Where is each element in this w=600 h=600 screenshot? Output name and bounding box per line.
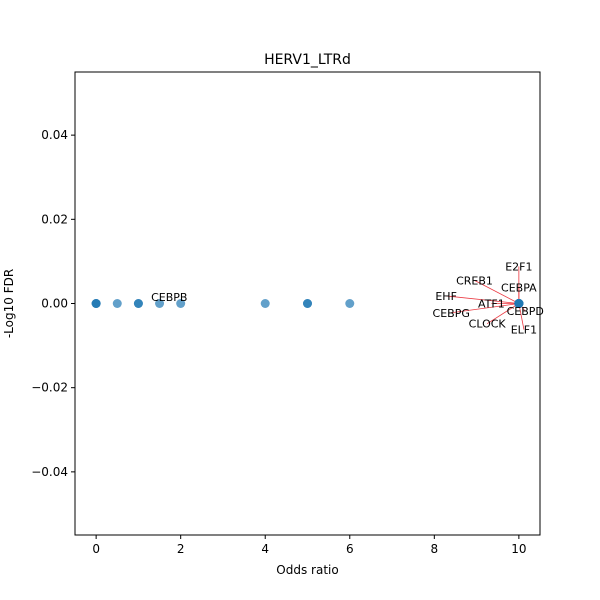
annotation-label: E2F1 [505,260,532,273]
y-axis: −0.04 −0.02 0.00 0.02 0.04 [31,128,75,479]
data-point [345,299,355,308]
x-tick-label: 0 [92,542,100,556]
annotation-label: CREB1 [456,274,493,287]
x-axis-label: Odds ratio [276,563,338,577]
data-point [176,299,186,308]
y-tick-label: 0.04 [41,128,68,142]
data-point [91,299,101,308]
annotation-label: CEBPD [507,305,544,318]
data-points [91,299,524,308]
data-point [260,299,270,308]
data-point [303,299,312,308]
data-point [155,299,165,308]
x-axis: 0 2 4 6 8 10 [92,535,527,556]
annotation-label: CEBPA [501,282,537,295]
annotation-label: ATF1 [478,298,505,311]
chart-title: HERV1_LTRd [264,52,351,68]
annotation-lines [446,266,526,330]
x-tick-label: 6 [346,542,354,556]
y-axis-label: -Log10 FDR [2,269,16,338]
annotation-label: EHF [435,290,457,303]
x-tick-label: 8 [430,542,438,556]
annotation-line [451,303,519,314]
annotation-line [474,279,520,304]
y-tick-label: −0.02 [31,381,68,395]
annotation-labels: CEBPB E2F1 CREB1 CEBPA EHF ATF1 CEBPG CEBPDCLOC… [151,260,544,336]
annotation-label: CLOCK [469,318,507,331]
data-point [133,299,143,308]
annotation-line [446,295,519,304]
x-tick-label: 4 [261,542,269,556]
x-tick-label: 10 [511,542,526,556]
y-tick-label: 0.02 [41,212,68,226]
annotation-label: ELF1 [511,324,537,337]
annotation-label: CEBPG [433,307,470,320]
annotation-line [486,303,520,325]
data-point [514,299,524,308]
y-tick-label: −0.04 [31,465,68,479]
x-tick-label: 2 [177,542,185,556]
data-point [112,299,122,308]
plot-area: CEBPB E2F1 CREB1 CEBPA EHF ATF1 CEBPG CEBPDCLOC… [74,71,544,536]
y-tick-label: 0.00 [41,297,68,311]
annotation-label: CEBPB [151,291,187,304]
